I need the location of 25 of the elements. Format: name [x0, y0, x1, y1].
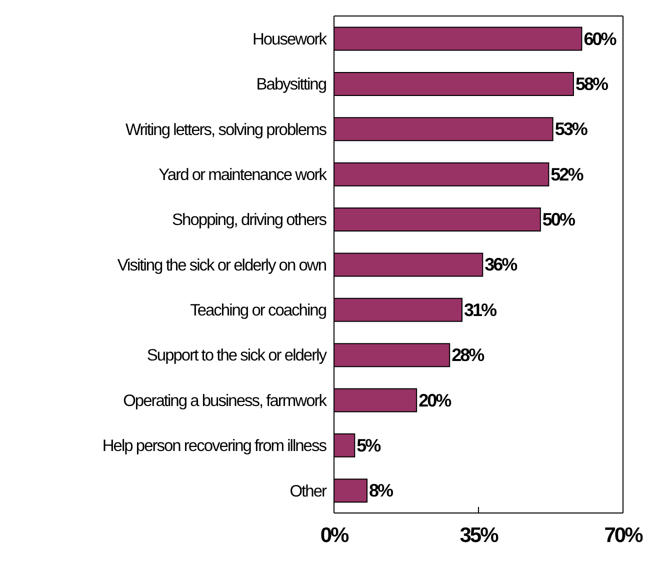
data-label: 36% [484, 254, 518, 275]
y-tick-label: Shopping, driving others [172, 211, 327, 230]
data-label: 5% [356, 435, 382, 456]
data-label: 52% [550, 164, 584, 184]
x-tick-label: 35% [460, 524, 500, 547]
y-tick-label: Yard or maintenance work [158, 166, 328, 184]
data-label: 58% [575, 74, 608, 94]
data-label: 53% [554, 119, 588, 140]
data-label: 8% [369, 480, 394, 501]
y-tick-label: Teaching or coaching [190, 302, 327, 320]
y-tick-label: Visiting the sick or elderly on own [117, 256, 327, 274]
y-tick-label: Writing letters, solving problems [125, 120, 327, 139]
y-tick-label: Help person recovering from illness [102, 437, 327, 456]
data-label: 50% [542, 210, 576, 230]
data-label: 60% [584, 28, 617, 49]
data-label: 20% [418, 390, 452, 410]
y-tick-label: Operating a business, farmwork [123, 392, 328, 410]
y-tick-label: Babysitting [256, 76, 327, 94]
data-label: 31% [464, 300, 498, 320]
x-tick-label: 0% [320, 524, 350, 547]
data-label: 28% [452, 345, 485, 366]
x-tick-label: 70% [604, 524, 644, 547]
y-tick-label: Other [290, 482, 328, 500]
y-tick-label: Housework [252, 30, 328, 48]
y-tick-label: Support to the sick or elderly [146, 346, 328, 365]
